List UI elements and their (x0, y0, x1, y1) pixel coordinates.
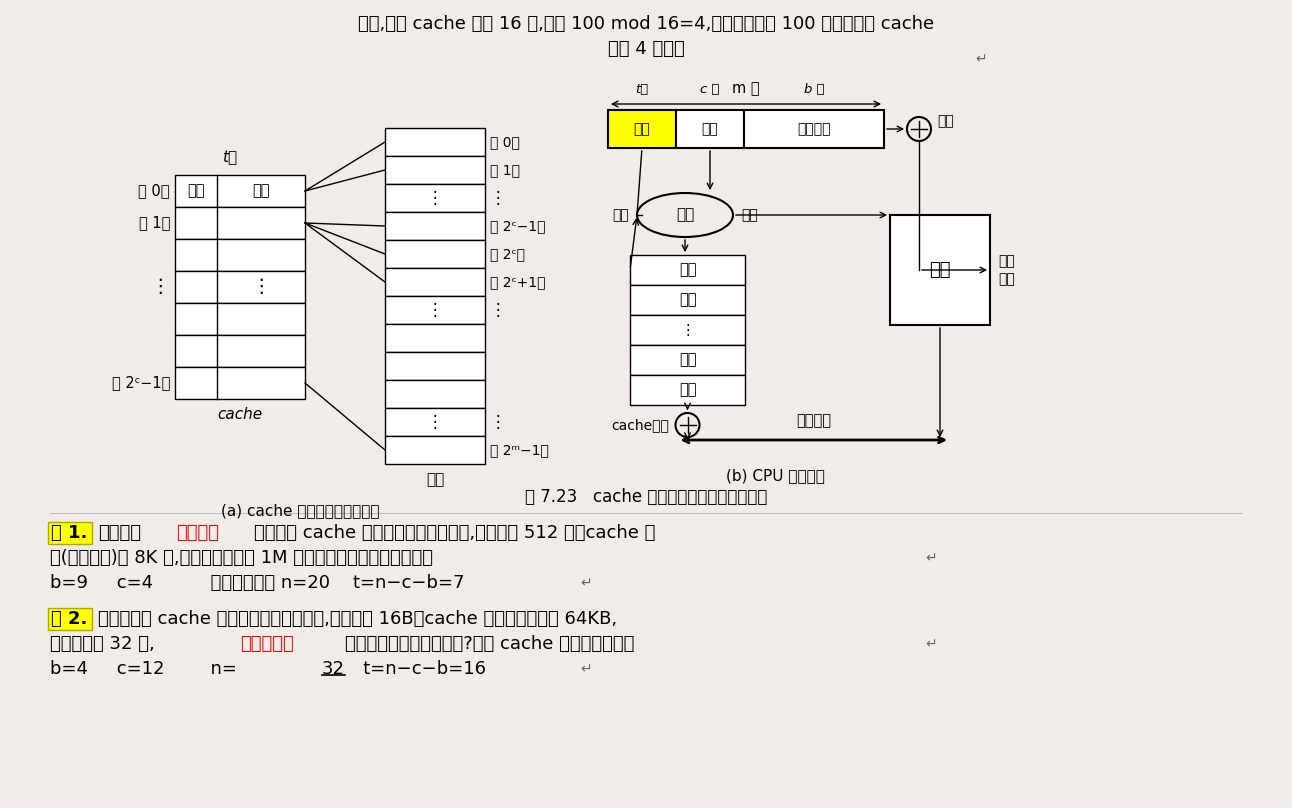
Bar (385, 128, 484, 156)
Bar (174, 335, 305, 367)
Text: 假定主存: 假定主存 (98, 524, 141, 542)
Text: 标记: 标记 (678, 263, 696, 277)
Text: 第 1行: 第 1行 (138, 216, 171, 230)
Text: 第 2ᶜ−1行: 第 2ᶜ−1行 (111, 376, 171, 390)
Text: b 位: b 位 (804, 83, 824, 96)
Text: ⋮: ⋮ (680, 322, 695, 338)
Text: ⋮: ⋮ (251, 277, 271, 297)
Bar (676, 110, 744, 148)
Text: 第 2ᶜ−1块: 第 2ᶜ−1块 (490, 219, 545, 233)
Text: t位: t位 (222, 150, 238, 165)
Text: 缺失: 缺失 (937, 114, 953, 128)
Text: cache: cache (217, 407, 262, 422)
Text: ⋮: ⋮ (490, 413, 506, 431)
Text: 相等: 相等 (612, 208, 629, 222)
Bar (48, 522, 92, 544)
Bar (174, 271, 305, 303)
Text: 标记: 标记 (633, 122, 650, 136)
Text: ⋮: ⋮ (490, 189, 506, 207)
Text: 例 1.: 例 1. (50, 524, 88, 542)
Text: 标记: 标记 (678, 352, 696, 368)
Text: ↵: ↵ (580, 662, 592, 676)
Bar (174, 175, 305, 207)
Bar (385, 296, 484, 324)
Bar (174, 239, 305, 271)
Bar (630, 315, 745, 345)
Text: 主存
读出: 主存 读出 (997, 254, 1014, 286)
Bar (174, 367, 305, 399)
Text: 第 0块: 第 0块 (490, 135, 519, 149)
Text: ⋮: ⋮ (150, 277, 171, 297)
Text: 第 2ᶜ+1块: 第 2ᶜ+1块 (490, 275, 545, 289)
Text: 比较: 比较 (676, 208, 694, 222)
Text: ⋮: ⋮ (490, 301, 506, 319)
Bar (385, 240, 484, 268)
Text: 例如,假定 cache 共有 16 行,根据 100 mod 16=4,可知：主存第 100 块应映射到 cache: 例如,假定 cache 共有 16 行,根据 100 mod 16=4,可知：主… (358, 15, 934, 33)
Text: 量(指数据区)为 8K 字,主存空间大小为 1M 字。问：主存地址如何划分？: 量(指数据区)为 8K 字,主存空间大小为 1M 字。问：主存地址如何划分？ (50, 549, 433, 567)
Bar (174, 207, 305, 239)
Text: ↵: ↵ (925, 637, 937, 651)
Text: 标记: 标记 (187, 183, 204, 199)
Text: (b) CPU 访存过程: (b) CPU 访存过程 (726, 468, 824, 483)
Bar (385, 212, 484, 240)
Text: 第 0行: 第 0行 (138, 183, 171, 199)
Bar (385, 184, 484, 212)
Text: 按字节编址: 按字节编址 (240, 635, 293, 653)
Text: 不等: 不等 (742, 208, 757, 222)
Text: 数据: 数据 (252, 183, 270, 199)
Text: 主存: 主存 (929, 261, 951, 279)
Text: 例 2.: 例 2. (50, 610, 88, 628)
Text: 第 2ᶜ块: 第 2ᶜ块 (490, 247, 525, 261)
Bar (385, 268, 484, 296)
Bar (385, 408, 484, 436)
Bar (630, 285, 745, 315)
Text: m 位: m 位 (733, 81, 760, 96)
Bar (48, 608, 92, 630)
Text: 的第 4 行中。: 的第 4 行中。 (607, 40, 685, 58)
Text: c 位: c 位 (700, 83, 720, 96)
Text: 命中: 命中 (678, 382, 696, 398)
Bar (744, 110, 884, 148)
Bar (890, 215, 990, 325)
Text: 主存: 主存 (426, 472, 444, 487)
Text: 假定主存和 cache 之间采用直接映射方式,块大小为 16B。cache 的数据区容量为 64KB,: 假定主存和 cache 之间采用直接映射方式,块大小为 16B。cache 的数… (98, 610, 618, 628)
Bar (630, 255, 745, 285)
Text: ↵: ↵ (975, 52, 987, 66)
Bar (385, 156, 484, 184)
Bar (385, 352, 484, 380)
Text: b=9     c=4          主存地址位数 n=20    t=n−c−b=7: b=9 c=4 主存地址位数 n=20 t=n−c−b=7 (50, 574, 465, 592)
Bar (609, 110, 676, 148)
Text: 按字编址: 按字编址 (176, 524, 220, 542)
Text: ，主存和 cache 之间采用直接映射方式,块大小为 512 字。cache 容: ，主存和 cache 之间采用直接映射方式,块大小为 512 字。cache 容 (255, 524, 655, 542)
Bar (630, 345, 745, 375)
Text: 主存地址为 32 位,: 主存地址为 32 位, (50, 635, 155, 653)
Text: 第 1块: 第 1块 (490, 163, 519, 177)
Text: b=4     c=12        n=: b=4 c=12 n= (50, 660, 236, 678)
Text: ⋮: ⋮ (426, 413, 443, 431)
Text: cache读出: cache读出 (611, 418, 669, 432)
Text: 行号: 行号 (702, 122, 718, 136)
Text: 标记: 标记 (678, 292, 696, 308)
Bar (385, 380, 484, 408)
Bar (385, 436, 484, 464)
Text: t=n−c−b=16: t=n−c−b=16 (346, 660, 486, 678)
Text: 块内地址: 块内地址 (797, 122, 831, 136)
Text: 。问：主存地址如何划分?计算 cache 总容量为多少。: 。问：主存地址如何划分?计算 cache 总容量为多少。 (345, 635, 634, 653)
Text: 数据总线: 数据总线 (796, 413, 831, 428)
Bar (630, 375, 745, 405)
Text: 图 7.23   cache 和主存之间的直接映射方式: 图 7.23 cache 和主存之间的直接映射方式 (525, 488, 767, 506)
Text: (a) cache 和主存间的映射关系: (a) cache 和主存间的映射关系 (221, 503, 380, 518)
Bar (385, 324, 484, 352)
Bar (174, 303, 305, 335)
Text: ↵: ↵ (925, 551, 937, 565)
Text: ⋮: ⋮ (426, 189, 443, 207)
Text: t位: t位 (636, 83, 649, 96)
Text: 第 2ᵐ−1块: 第 2ᵐ−1块 (490, 443, 549, 457)
Text: 32: 32 (322, 660, 345, 678)
Text: ⋮: ⋮ (426, 301, 443, 319)
Text: ↵: ↵ (580, 576, 592, 590)
